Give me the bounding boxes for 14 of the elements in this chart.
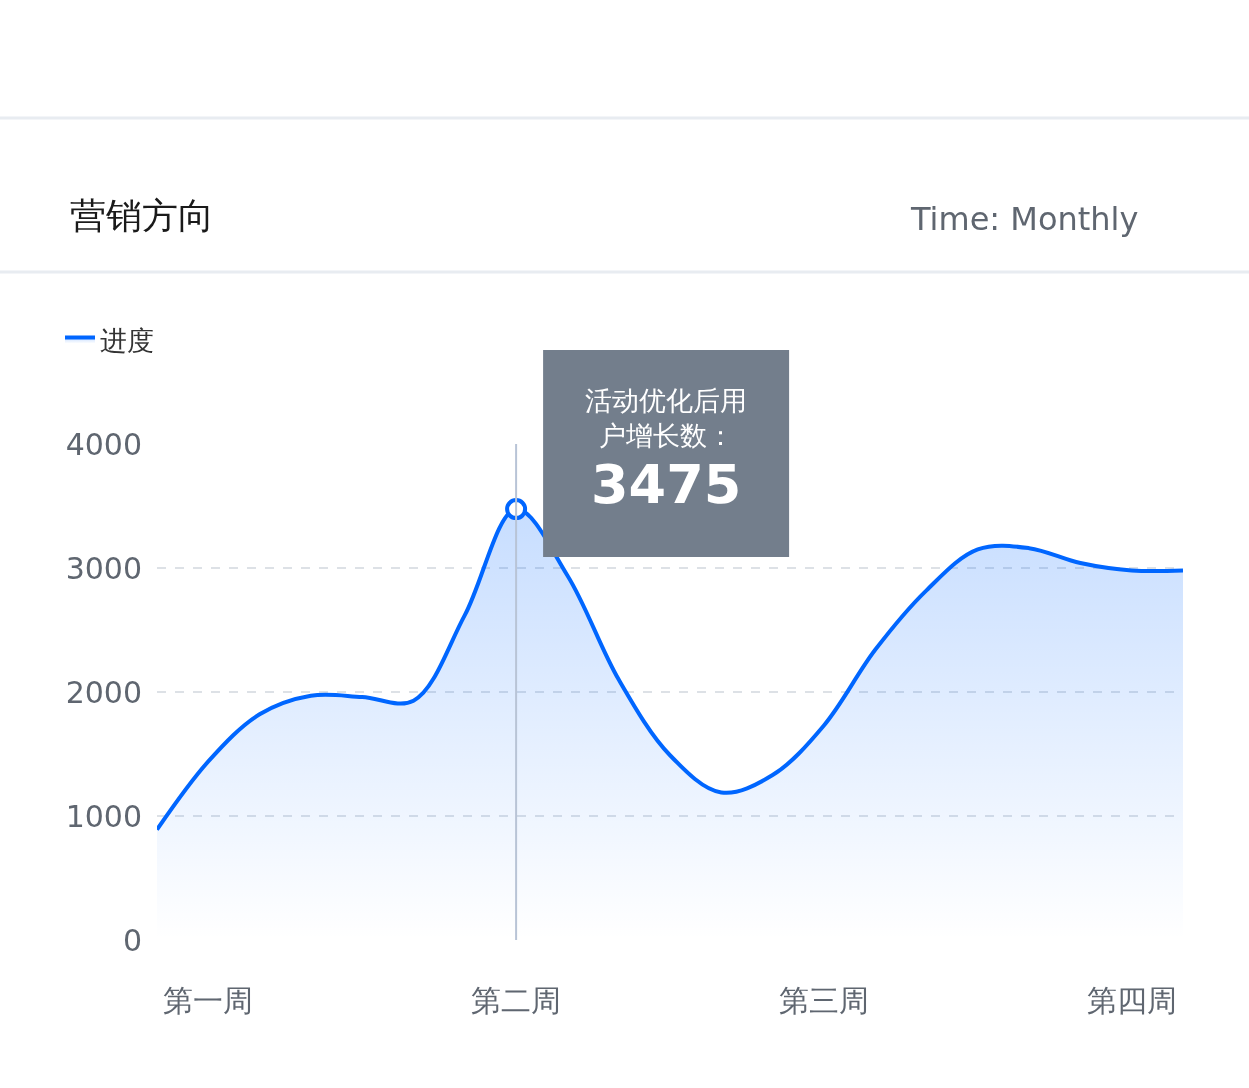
y-tick-label: 1000	[65, 798, 142, 834]
y-tick-label: 4000	[65, 426, 142, 462]
x-tick-label: 第二周	[471, 983, 562, 1018]
y-tick-label: 0	[122, 922, 142, 958]
legend-label: 进度	[100, 325, 154, 357]
y-tick-label: 2000	[65, 674, 142, 710]
x-tick-label: 第四周	[1086, 983, 1177, 1018]
chart-title: 营销方向	[70, 195, 214, 236]
y-tick-label: 3000	[65, 550, 142, 586]
data-label: 3475	[591, 453, 742, 516]
chart-subtitle: Time: Monthly	[910, 200, 1139, 238]
annotation: 活动优化后用户增长数：	[585, 385, 747, 452]
x-tick-label: 第三周	[778, 983, 869, 1018]
x-tick-label: 第一周	[163, 983, 254, 1018]
